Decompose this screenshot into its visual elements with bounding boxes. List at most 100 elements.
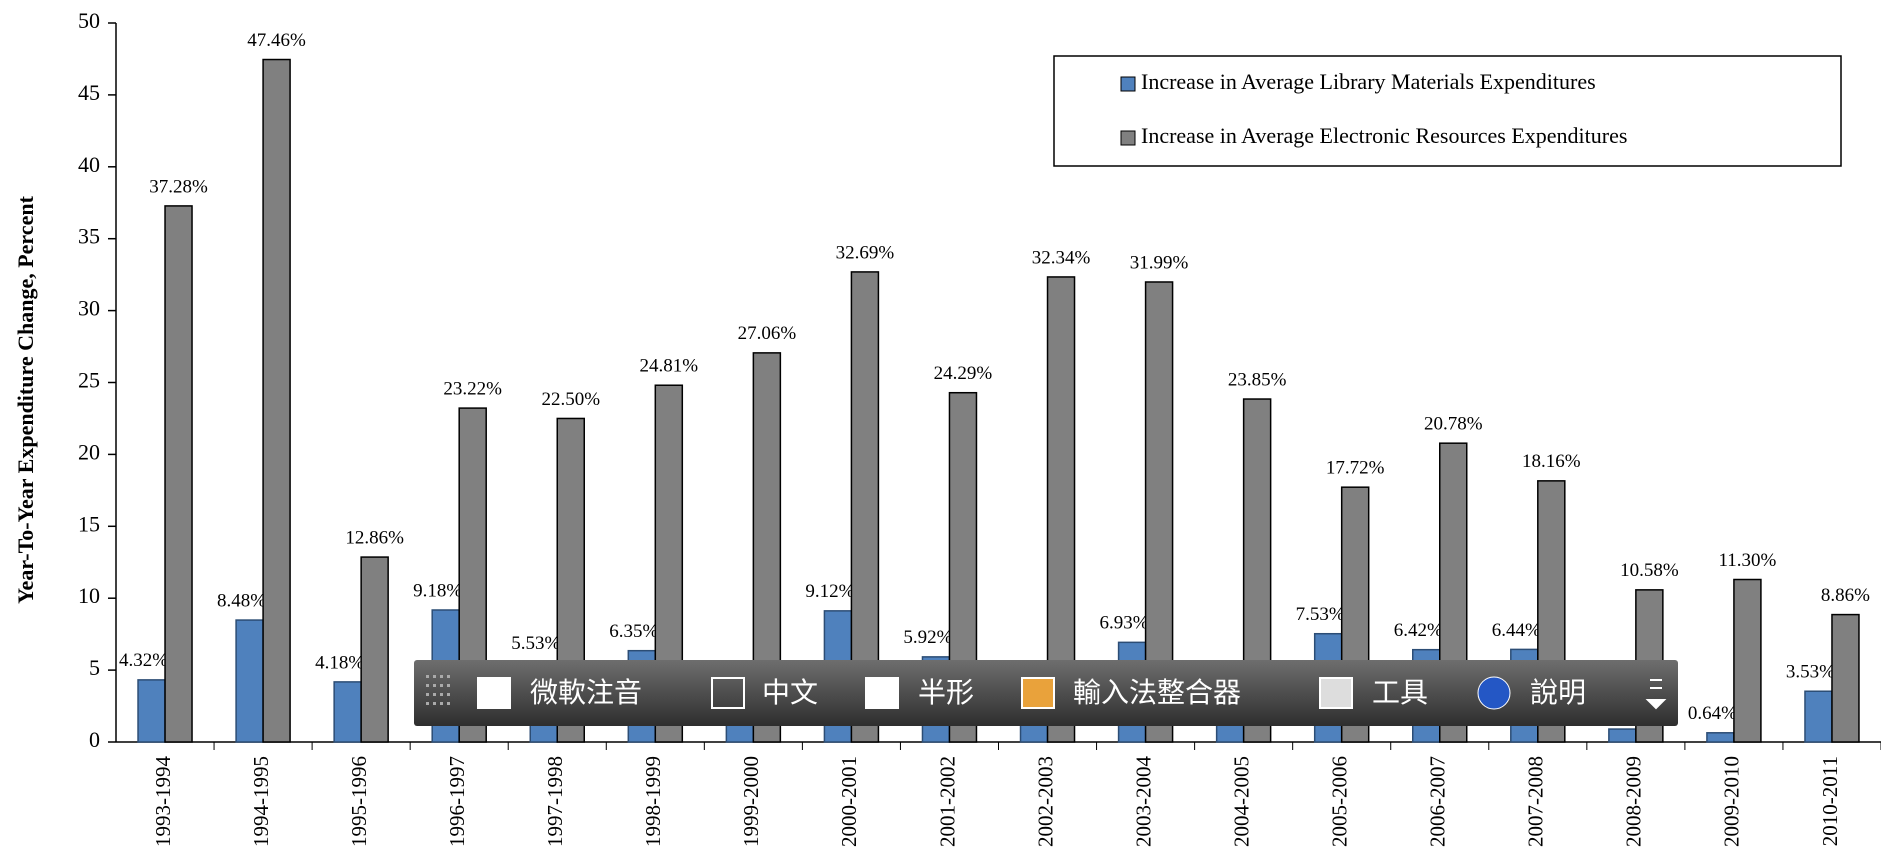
x-tick-label: 2005-2006	[1328, 756, 1352, 847]
toolbar-item[interactable]: 輸入法整合器	[1073, 676, 1241, 709]
data-label: 8.86%	[1821, 585, 1870, 606]
x-tick-label: 2003-2004	[1131, 756, 1155, 847]
x-tick-label: 1996-1997	[445, 756, 469, 847]
grip	[426, 702, 429, 705]
bar	[137, 679, 166, 743]
grip	[447, 702, 450, 705]
data-label: 7.53%	[1296, 604, 1345, 625]
data-label: 27.06%	[738, 323, 797, 344]
data-label: 11.30%	[1718, 550, 1776, 571]
data-label: 6.42%	[1394, 620, 1443, 641]
data-label: 5.92%	[903, 627, 952, 648]
data-label: 0.64%	[1688, 703, 1737, 724]
y-tick-label: 35	[78, 224, 100, 249]
y-tick-label: 0	[89, 727, 100, 752]
x-tick-label: 1995-1996	[347, 756, 371, 847]
grip	[433, 702, 436, 705]
data-label: 32.34%	[1032, 247, 1091, 268]
data-label: 4.32%	[119, 650, 168, 671]
x-tick-label: 2009-2010	[1720, 756, 1744, 847]
data-label: 32.69%	[836, 242, 895, 263]
x-tick-label: 2002-2003	[1033, 756, 1057, 847]
y-tick-label: 50	[78, 8, 100, 33]
bar	[262, 58, 291, 743]
icon	[1021, 677, 1055, 709]
data-label: 10.58%	[1620, 560, 1679, 581]
y-tick-label: 5	[89, 655, 100, 680]
x-tick-label: 1994-1995	[249, 756, 273, 847]
data-label: 3.53%	[1786, 662, 1835, 683]
toolbar-item[interactable]: 微軟注音	[530, 676, 642, 709]
y-tick-label: 25	[78, 368, 100, 393]
grip	[426, 693, 429, 696]
data-label: 8.48%	[217, 590, 266, 611]
data-label: 6.93%	[1100, 613, 1149, 634]
legend-label: Increase in Average Library Materials Ex…	[1141, 69, 1596, 94]
grip	[440, 684, 443, 687]
data-label: 9.12%	[805, 581, 854, 602]
data-label: 47.46%	[247, 30, 306, 51]
x-tick-label: 2001-2002	[935, 756, 959, 847]
data-label: 31.99%	[1130, 252, 1189, 273]
x-tick-label: 1998-1999	[641, 756, 665, 847]
toolbar-item[interactable]: 半形	[918, 676, 974, 709]
x-tick-label: 2006-2007	[1426, 756, 1450, 847]
data-label: 12.86%	[345, 527, 404, 548]
grip	[426, 675, 429, 678]
grip	[433, 684, 436, 687]
bar	[1831, 613, 1860, 743]
ime-toolbar: 微軟注音 中文 半形 輸入法整合器 工具 說明	[414, 660, 1678, 726]
icon	[711, 677, 745, 709]
data-label: 9.18%	[413, 580, 462, 601]
data-label: 22.50%	[541, 389, 600, 410]
y-axis-label: Year-To-Year Expenditure Change, Percent	[13, 195, 38, 603]
grip	[447, 684, 450, 687]
legend-box	[1053, 55, 1842, 167]
bar	[360, 556, 389, 743]
grip	[447, 675, 450, 678]
icon	[1319, 677, 1353, 709]
data-label: 4.18%	[315, 652, 364, 673]
grip	[433, 675, 436, 678]
x-tick-label: 2000-2001	[837, 756, 861, 847]
legend: Increase in Average Library Materials Ex…	[1053, 55, 1842, 167]
x-tick-label: 2010-2011	[1818, 756, 1842, 846]
grip	[440, 702, 443, 705]
grip	[433, 693, 436, 696]
data-label: 6.35%	[609, 621, 658, 642]
legend-label: Increase in Average Electronic Resources…	[1141, 123, 1627, 148]
data-label: 23.22%	[443, 378, 502, 399]
y-tick-label: 10	[78, 583, 100, 608]
data-label: 23.85%	[1228, 369, 1287, 390]
legend-swatch	[1120, 76, 1136, 92]
toolbar-item[interactable]: 說明	[1530, 676, 1586, 709]
x-tick-label: 2004-2005	[1229, 756, 1253, 847]
x-tick-label: 1993-1994	[151, 756, 175, 847]
x-tick-label: 1997-1998	[543, 756, 567, 847]
y-tick-label: 30	[78, 296, 100, 321]
grip	[447, 693, 450, 696]
x-tick-label: 1999-2000	[739, 756, 763, 847]
y-tick-label: 40	[78, 152, 100, 177]
grip	[426, 684, 429, 687]
bar	[1733, 578, 1762, 743]
data-label: 5.53%	[511, 633, 560, 654]
x-tick-label: 2007-2008	[1524, 756, 1548, 847]
y-tick-label: 15	[78, 511, 100, 536]
data-label: 17.72%	[1326, 458, 1385, 479]
icon	[1477, 676, 1511, 710]
grip	[440, 693, 443, 696]
bar	[333, 681, 362, 743]
toolbar-arrow	[1645, 679, 1667, 710]
toolbar-item[interactable]: 工具	[1372, 676, 1428, 709]
bar	[1608, 728, 1637, 743]
x-tick-label: 2008-2009	[1622, 756, 1646, 847]
bar	[235, 619, 264, 743]
y-tick-label: 20	[78, 439, 100, 464]
data-label: 24.29%	[934, 363, 993, 384]
toolbar-item[interactable]: 中文	[762, 676, 818, 709]
icon	[865, 677, 899, 709]
bar	[1706, 732, 1735, 743]
data-label: 24.81%	[640, 356, 699, 377]
